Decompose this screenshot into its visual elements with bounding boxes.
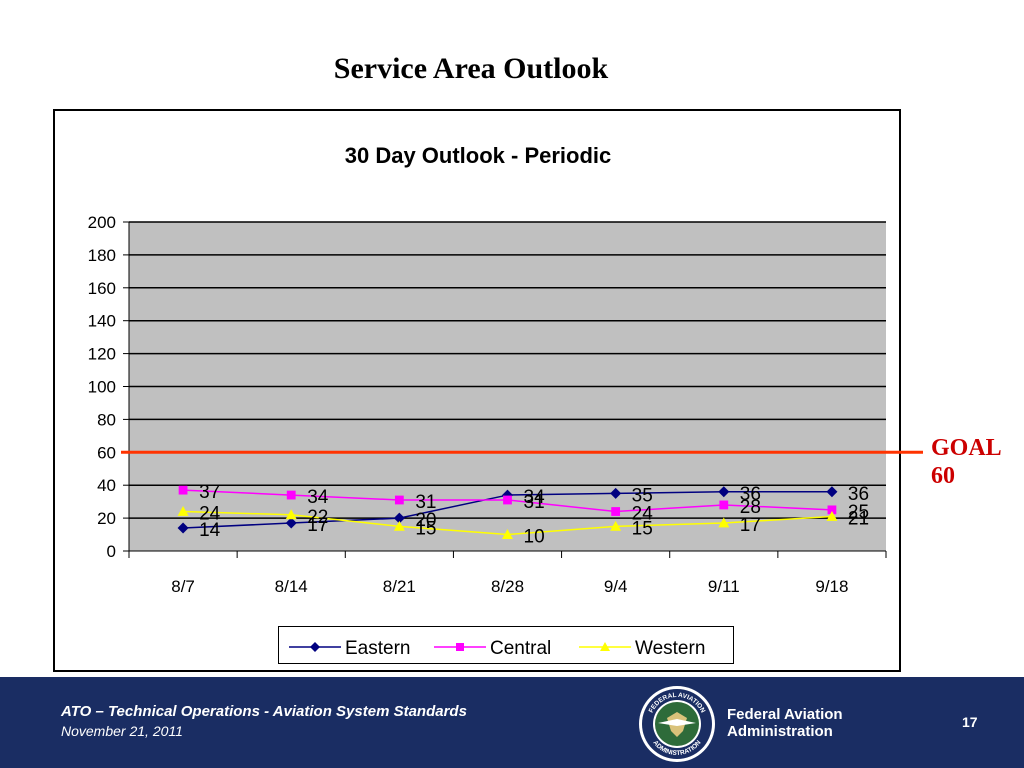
data-point-central: [286, 490, 296, 500]
legend-label-eastern: Eastern: [345, 638, 410, 659]
footer-org-title: ATO – Technical Operations - Aviation Sy…: [61, 703, 467, 720]
data-point-central: [611, 507, 621, 516]
y-tick-label: 40: [97, 476, 116, 495]
data-label-eastern: 20: [415, 510, 436, 531]
page-number: 17: [962, 714, 978, 730]
y-tick-label: 120: [88, 345, 116, 364]
data-label-eastern: 36: [740, 484, 761, 505]
y-tick-label: 100: [88, 378, 116, 397]
footer-bar: [0, 677, 1024, 768]
data-label-central: 34: [307, 487, 329, 508]
data-point-western: [502, 529, 513, 539]
faa-seal-logo: FEDERAL AVIATION ADMINISTRATION: [639, 686, 715, 762]
y-tick-label: 60: [97, 443, 116, 462]
data-point-eastern: [718, 486, 730, 498]
data-point-western: [718, 517, 730, 528]
legend-marker-eastern: [310, 642, 320, 652]
legend-label-western: Western: [635, 638, 705, 659]
x-tick-label: 8/14: [275, 577, 308, 596]
data-label-eastern: 35: [632, 485, 653, 506]
data-point-eastern: [610, 487, 622, 499]
legend-marker-western: [600, 642, 610, 651]
data-label-eastern: 36: [848, 484, 869, 505]
data-point-western: [826, 510, 838, 521]
x-tick-label: 9/11: [708, 577, 740, 596]
data-point-central: [394, 495, 404, 505]
chart-legend: Eastern Central Western: [278, 626, 734, 664]
data-label-central: 37: [199, 482, 220, 503]
x-tick-label: 9/4: [604, 577, 628, 596]
y-tick-label: 80: [97, 410, 116, 429]
y-tick-label: 180: [88, 246, 116, 265]
data-point-eastern: [826, 486, 838, 498]
data-point-western: [393, 520, 405, 531]
y-tick-label: 0: [107, 542, 116, 561]
legend-label-central: Central: [490, 638, 551, 659]
data-label-central: 24: [632, 504, 654, 525]
data-label-western: 17: [740, 515, 761, 536]
data-point-central: [178, 485, 188, 495]
y-tick-label: 20: [97, 509, 116, 528]
data-label-central: 25: [848, 502, 869, 523]
data-label-central: 28: [740, 497, 761, 518]
footer-date: November 21, 2011: [61, 723, 183, 739]
slide-title: Service Area Outlook: [333, 52, 609, 85]
y-tick-label: 140: [88, 312, 116, 331]
goal-value-text: 60: [931, 463, 955, 489]
data-point-eastern: [393, 512, 405, 524]
x-tick-label: 8/7: [171, 577, 195, 596]
data-label-eastern: 17: [307, 515, 328, 536]
data-point-eastern: [177, 522, 189, 534]
data-label-eastern: 14: [199, 520, 221, 541]
data-label-central: 31: [415, 492, 436, 513]
data-label-western: 22: [307, 507, 328, 528]
data-point-western: [285, 509, 297, 520]
y-tick-label: 160: [88, 279, 116, 298]
agency-name-line2: Administration: [727, 723, 833, 740]
data-point-central: [503, 495, 512, 505]
data-point-central: [827, 505, 837, 515]
goal-label-text: GOAL: [931, 435, 1002, 461]
data-label-eastern: 34: [524, 487, 546, 508]
data-point-central: [719, 500, 729, 510]
x-tick-label: 8/21: [383, 577, 416, 596]
agency-name-line1: Federal Aviation: [727, 706, 843, 723]
chart-title: 30 Day Outlook - Periodic: [344, 143, 612, 168]
data-point-western: [177, 506, 189, 516]
data-label-western: 24: [199, 504, 221, 525]
x-tick-label: 9/18: [815, 577, 848, 596]
goal-label: GOAL 60: [931, 434, 1002, 490]
x-tick-label: 8/28: [491, 577, 524, 596]
legend-marker-central: [456, 643, 464, 651]
data-point-eastern: [285, 517, 297, 529]
data-label-western: 21: [848, 508, 869, 529]
data-label-western: 15: [632, 518, 653, 539]
data-label-western: 15: [415, 518, 436, 539]
data-label-western: 10: [524, 527, 545, 548]
y-tick-label: 200: [88, 213, 116, 232]
data-point-western: [610, 520, 622, 531]
data-label-central: 31: [524, 492, 545, 513]
